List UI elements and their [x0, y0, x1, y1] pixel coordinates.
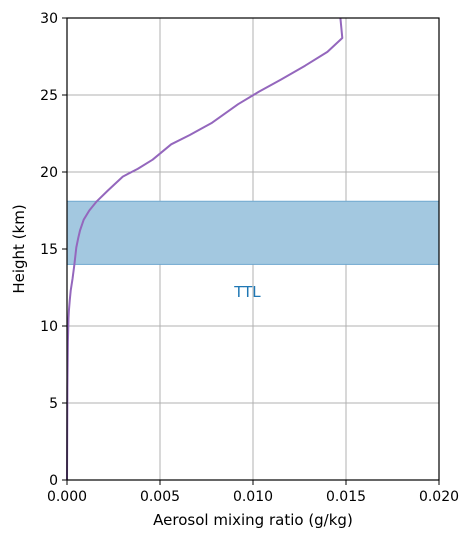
x-axis-label: Aerosol mixing ratio (g/kg): [153, 511, 353, 529]
x-tick-label: 0.020: [419, 489, 459, 505]
series-line: [66, 17, 344, 481]
x-tick-label: 0.000: [47, 489, 87, 505]
x-tick-label: 0.015: [326, 489, 366, 505]
x-tick-label: 0.005: [140, 489, 180, 505]
y-tick-label: 5: [49, 396, 58, 412]
series-layer: [66, 17, 344, 481]
y-tick-label: 10: [40, 319, 58, 335]
ttl-band-layer: [66, 200, 440, 265]
x-tick-label: 0.010: [233, 489, 273, 505]
ttl-band: [66, 200, 440, 265]
y-tick-label: 20: [40, 165, 58, 181]
y-axis-label: Height (km): [10, 204, 28, 293]
y-tick-label: 15: [40, 242, 58, 258]
y-tick-label: 30: [40, 11, 58, 27]
band-label: TTL: [233, 283, 261, 301]
y-tick-label: 25: [40, 88, 58, 104]
x-axis: 0.000 0.005 0.010 0.015 0.020: [47, 480, 459, 505]
y-tick-label: 0: [49, 473, 58, 489]
y-axis: 0 5 10 15 20 25 30: [40, 11, 67, 489]
